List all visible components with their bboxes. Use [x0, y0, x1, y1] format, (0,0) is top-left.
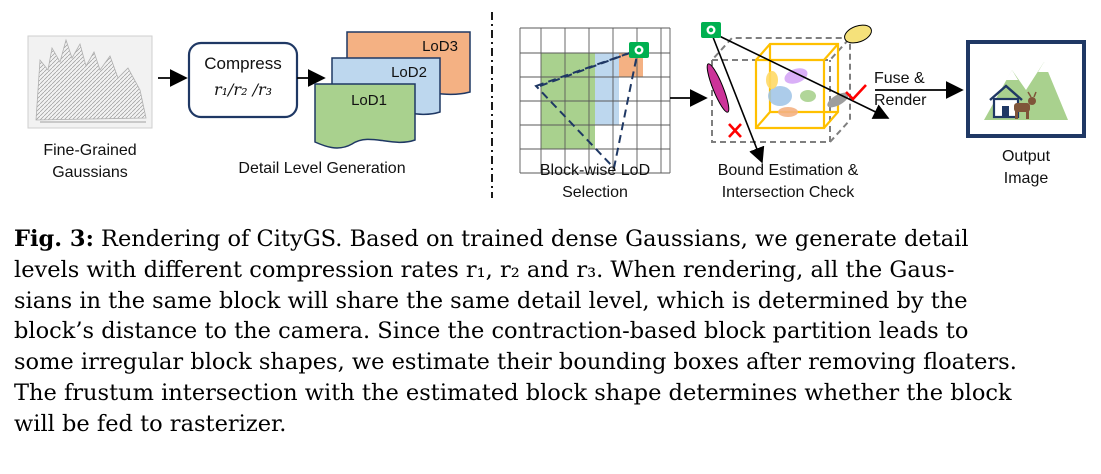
checkmark-icon: [845, 84, 867, 101]
bound-camera-icon: [701, 22, 721, 38]
cross-icon: [728, 123, 742, 138]
lod-block-grid: [519, 27, 671, 174]
lod1-sheet: [314, 83, 416, 149]
output-image-label: Output Image: [1001, 148, 1051, 187]
figure-caption: Fig. 3: Rendering of CityGS. Based on tr…: [14, 224, 1094, 440]
figure-3: Fine-Grained Gaussians Compress r₁/r₂ /r…: [0, 0, 1101, 215]
caption-line-1: Fig. 3: Rendering of CityGS. Based on tr…: [14, 224, 1094, 255]
compression-rates-label: r₁/r₂ /r₃: [213, 80, 273, 99]
output-image: [966, 40, 1086, 138]
compress-label: Compress: [204, 54, 282, 73]
lod1-label: LoD1: [351, 92, 387, 109]
caption-label: Fig. 3:: [14, 226, 94, 252]
bound-estimation-label: Bound Estimation & Intersection Check: [717, 162, 859, 201]
detail-level-generation-label: Detail Level Generation: [238, 160, 406, 177]
block-lod-selection-label: Block-wise LoD Selection: [539, 162, 651, 201]
goat-icon: [1014, 91, 1037, 119]
figure-diagram: [27, 12, 1086, 198]
caption-line-7: will be fed to rasterizer.: [14, 410, 287, 437]
city-gaussians-icon: [27, 35, 153, 129]
house-icon: [989, 84, 1023, 119]
lod2-label: LoD2: [391, 64, 427, 81]
caption-line-4: block’s distance to the camera. Since th…: [14, 318, 969, 345]
grid-camera-icon: [629, 42, 649, 58]
caption-line-5: some irregular block shapes, we estimate…: [14, 349, 1017, 376]
fine-grained-label: Fine-Grained Gaussians: [43, 142, 137, 181]
caption-line-2: levels with different compression rates …: [14, 256, 955, 283]
lod3-label: LoD3: [422, 38, 458, 55]
compress-box: [187, 41, 299, 119]
bound-estimation-scene: [701, 22, 890, 164]
fuse-render-label: Fuse & Render: [874, 70, 927, 109]
caption-line-6: The frustum intersection with the estima…: [14, 379, 1012, 406]
caption-line-3: sians in the same block will share the s…: [14, 287, 968, 314]
caption-text-1: Rendering of CityGS. Based on trained de…: [93, 226, 969, 252]
